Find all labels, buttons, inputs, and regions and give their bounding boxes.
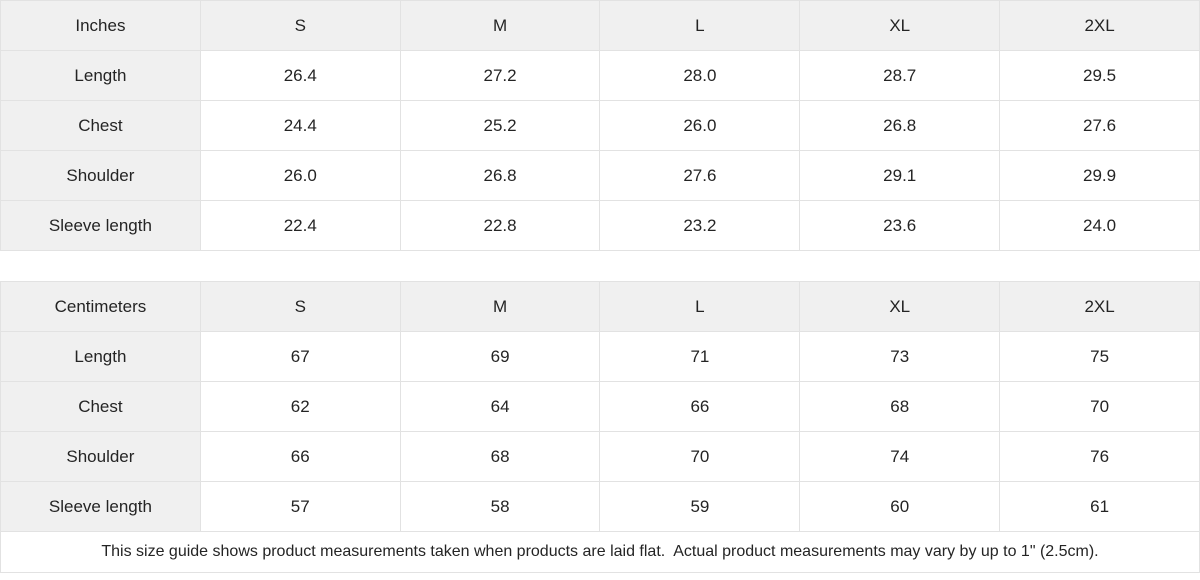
value-cell: 24.0 xyxy=(999,200,1200,251)
size-header-cell: S xyxy=(199,0,401,51)
value-cell: 29.1 xyxy=(799,150,1001,201)
value-cell: 73 xyxy=(799,331,1001,382)
value-cell: 58 xyxy=(399,481,601,532)
size-header-cell: M xyxy=(399,0,601,51)
value-cell: 64 xyxy=(399,381,601,432)
value-cell: 59 xyxy=(599,481,801,532)
row-label-cell: Chest xyxy=(0,381,201,432)
row-label-cell: Sleeve length xyxy=(0,481,201,532)
value-cell: 57 xyxy=(199,481,401,532)
row-label-cell: Length xyxy=(0,331,201,382)
value-cell: 26.8 xyxy=(799,100,1001,151)
value-cell: 69 xyxy=(399,331,601,382)
value-cell: 29.9 xyxy=(999,150,1200,201)
size-header-cell: M xyxy=(399,281,601,332)
value-cell: 22.8 xyxy=(399,200,601,251)
value-cell: 62 xyxy=(199,381,401,432)
value-cell: 74 xyxy=(799,431,1001,482)
value-cell: 27.2 xyxy=(399,50,601,101)
table-row: Shoulder 66 68 70 74 76 xyxy=(0,431,1200,482)
table-gap xyxy=(0,251,1200,281)
header-row: Centimeters S M L XL 2XL xyxy=(0,281,1200,332)
table-row: Length 26.4 27.2 28.0 28.7 29.5 xyxy=(0,50,1200,101)
value-cell: 71 xyxy=(599,331,801,382)
size-header-cell: S xyxy=(199,281,401,332)
size-guide-note: This size guide shows product measuremen… xyxy=(0,532,1200,573)
value-cell: 66 xyxy=(199,431,401,482)
value-cell: 24.4 xyxy=(199,100,401,151)
table-row: Length 67 69 71 73 75 xyxy=(0,331,1200,382)
inches-table: Inches S M L XL 2XL Length 26.4 27.2 28.0 28.7 29.5… xyxy=(0,0,1200,251)
value-cell: 68 xyxy=(799,381,1001,432)
value-cell: 67 xyxy=(199,331,401,382)
table-row: Shoulder 26.0 26.8 27.6 29.1 29.9 xyxy=(0,150,1200,201)
size-header-cell: 2XL xyxy=(999,0,1200,51)
header-row: Inches S M L XL 2XL xyxy=(0,0,1200,51)
row-label-cell: Sleeve length xyxy=(0,200,201,251)
value-cell: 70 xyxy=(999,381,1200,432)
row-label-cell: Shoulder xyxy=(0,150,201,201)
value-cell: 27.6 xyxy=(599,150,801,201)
value-cell: 28.7 xyxy=(799,50,1001,101)
value-cell: 26.4 xyxy=(199,50,401,101)
value-cell: 68 xyxy=(399,431,601,482)
unit-header-cell: Inches xyxy=(0,0,201,51)
value-cell: 25.2 xyxy=(399,100,601,151)
value-cell: 26.0 xyxy=(599,100,801,151)
row-label-cell: Chest xyxy=(0,100,201,151)
value-cell: 27.6 xyxy=(999,100,1200,151)
value-cell: 70 xyxy=(599,431,801,482)
value-cell: 22.4 xyxy=(199,200,401,251)
table-row: Chest 24.4 25.2 26.0 26.8 27.6 xyxy=(0,100,1200,151)
size-header-cell: XL xyxy=(799,281,1001,332)
value-cell: 26.0 xyxy=(199,150,401,201)
size-header-cell: L xyxy=(599,281,801,332)
size-header-cell: 2XL xyxy=(999,281,1200,332)
table-row: Sleeve length 22.4 22.8 23.2 23.6 24.0 xyxy=(0,200,1200,251)
value-cell: 28.0 xyxy=(599,50,801,101)
size-header-cell: XL xyxy=(799,0,1001,51)
value-cell: 29.5 xyxy=(999,50,1200,101)
size-header-cell: L xyxy=(599,0,801,51)
row-label-cell: Length xyxy=(0,50,201,101)
value-cell: 76 xyxy=(999,431,1200,482)
unit-header-cell: Centimeters xyxy=(0,281,201,332)
value-cell: 23.6 xyxy=(799,200,1001,251)
table-row: Chest 62 64 66 68 70 xyxy=(0,381,1200,432)
value-cell: 60 xyxy=(799,481,1001,532)
row-label-cell: Shoulder xyxy=(0,431,201,482)
table-row: Sleeve length 57 58 59 60 61 xyxy=(0,481,1200,532)
centimeters-table: Centimeters S M L XL 2XL Length 67 69 71 73 75 Chest… xyxy=(0,281,1200,532)
value-cell: 66 xyxy=(599,381,801,432)
value-cell: 23.2 xyxy=(599,200,801,251)
value-cell: 26.8 xyxy=(399,150,601,201)
value-cell: 75 xyxy=(999,331,1200,382)
value-cell: 61 xyxy=(999,481,1200,532)
